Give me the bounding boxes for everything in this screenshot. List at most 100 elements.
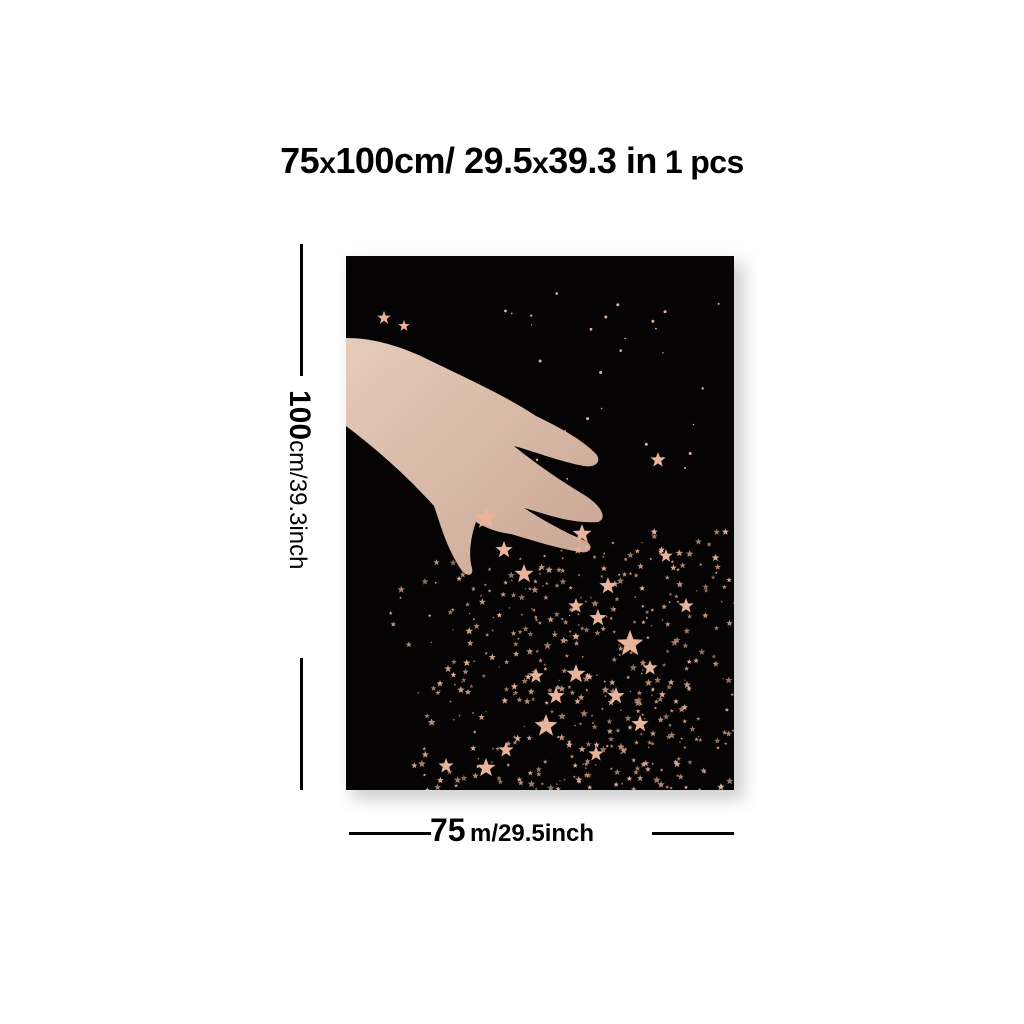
- star-speck: [452, 718, 455, 721]
- canvas-print: [346, 256, 734, 790]
- star-speck: [538, 567, 542, 571]
- star-speck: [637, 775, 644, 781]
- star-speck: [624, 747, 628, 750]
- star-speck: [542, 759, 548, 764]
- star-speck: [451, 628, 454, 631]
- star-speck: [411, 762, 418, 769]
- star-speck: [527, 688, 535, 695]
- star-speck: [605, 615, 608, 618]
- star-speck: [721, 528, 729, 535]
- star-speck: [462, 668, 469, 675]
- star-speck: [674, 594, 679, 599]
- star: [631, 715, 649, 732]
- star-speck: [512, 641, 519, 647]
- star-speck: [626, 675, 631, 680]
- star-speck: [666, 734, 672, 740]
- star-speck: [512, 735, 517, 739]
- star-speck: [696, 716, 701, 721]
- star-speck: [478, 598, 486, 605]
- star-speck: [620, 752, 622, 754]
- star-speck: [650, 694, 653, 697]
- height-dimension-label: 100cm/39.3inch: [270, 390, 330, 630]
- star-speck: [577, 779, 582, 784]
- star-speck: [665, 785, 670, 789]
- star-speck: [703, 588, 709, 593]
- star-speck: [721, 584, 727, 590]
- star-speck: [416, 691, 420, 694]
- dust-dot: [589, 327, 593, 331]
- star-speck: [639, 732, 644, 736]
- width-dimension-label: 75 m/29.5inch: [0, 812, 1024, 849]
- star-speck: [572, 762, 578, 768]
- star-speck: [578, 745, 586, 753]
- star-speck: [490, 760, 494, 764]
- star-speck: [492, 616, 495, 619]
- star-speck: [582, 674, 591, 683]
- star-speck: [388, 611, 393, 615]
- star-speck: [546, 783, 555, 790]
- star-speck: [487, 567, 492, 572]
- star-speck: [585, 772, 592, 778]
- star-speck: [405, 641, 412, 648]
- star: [616, 630, 644, 656]
- star: [599, 577, 617, 594]
- star-speck: [517, 637, 520, 640]
- star-speck: [497, 778, 504, 785]
- star-speck: [512, 693, 515, 696]
- star-speck: [438, 689, 441, 692]
- star-speck: [714, 563, 721, 570]
- star-speck: [670, 638, 679, 646]
- star-speck: [457, 685, 465, 694]
- star-speck: [646, 635, 650, 640]
- heading-width-in: 29.5: [464, 140, 533, 181]
- star-speck: [698, 737, 703, 742]
- star-speck: [611, 656, 618, 662]
- star-speck: [683, 627, 691, 634]
- star-speck: [645, 766, 651, 772]
- star-speck: [564, 653, 569, 658]
- star-speck: [485, 710, 488, 713]
- dust-dot: [601, 407, 603, 410]
- star-speck: [424, 713, 430, 719]
- star-speck: [666, 684, 672, 690]
- star-speck: [732, 602, 734, 604]
- star-speck: [636, 690, 643, 696]
- star-speck: [538, 563, 546, 571]
- star-speck: [640, 672, 644, 675]
- star-speck: [675, 549, 683, 557]
- star-speck: [512, 690, 519, 696]
- star-speck: [687, 613, 693, 619]
- star: [568, 598, 584, 613]
- star-speck: [528, 587, 532, 591]
- star-speck: [629, 663, 638, 672]
- star-speck: [506, 763, 511, 767]
- star-speck: [684, 666, 690, 671]
- star-speck: [534, 617, 539, 622]
- size-heading: 75x100cm/ 29.5x39.3 in 1 pcs: [0, 140, 1024, 182]
- star-speck: [450, 671, 457, 678]
- dust-dot: [655, 327, 657, 330]
- star-speck: [584, 767, 587, 770]
- star-speck: [495, 746, 500, 751]
- star-speck: [616, 577, 625, 585]
- star-speck: [453, 776, 462, 784]
- star-speck: [653, 676, 662, 684]
- star: [589, 609, 607, 626]
- star: [534, 714, 558, 736]
- star-speck: [560, 617, 565, 621]
- star-speck: [661, 603, 667, 610]
- star-speck: [678, 741, 682, 744]
- star-speck: [568, 634, 571, 637]
- dust-dot: [566, 478, 569, 480]
- star-speck: [647, 746, 650, 749]
- star-speck: [590, 714, 594, 717]
- star-speck: [472, 730, 477, 734]
- star-speck: [517, 779, 524, 786]
- star-speck: [577, 573, 581, 577]
- star-speck: [436, 680, 444, 687]
- star-speck: [641, 619, 646, 625]
- star-speck: [670, 564, 677, 571]
- star-speck: [730, 692, 734, 696]
- star-speck: [545, 581, 549, 586]
- star-speck: [573, 640, 580, 646]
